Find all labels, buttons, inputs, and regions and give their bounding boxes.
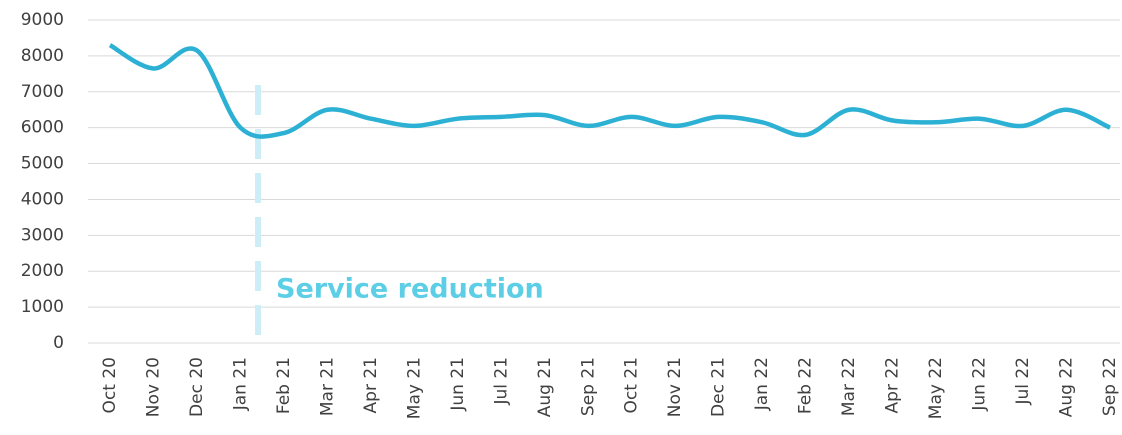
x-tick-label: Jul 22 — [1013, 357, 1033, 406]
y-tick-label: 7000 — [21, 82, 64, 102]
x-tick-label: Jun 22 — [970, 357, 990, 412]
line — [108, 43, 1111, 139]
x-tick-label: Aug 21 — [535, 357, 555, 417]
y-tick-label: 3000 — [21, 225, 64, 245]
x-tick-label: Dec 20 — [187, 357, 207, 417]
y-tick-label: 6000 — [21, 118, 64, 138]
x-tick-label: Apr 22 — [883, 357, 903, 413]
x-tick-label: Sep 22 — [1100, 357, 1120, 416]
x-tick-label: Aug 22 — [1057, 357, 1077, 417]
x-tick-label: Nov 20 — [143, 357, 163, 417]
x-tick-label: Nov 21 — [665, 357, 685, 417]
x-tick-label: Jan 21 — [230, 357, 250, 411]
x-tick-label: Dec 21 — [709, 357, 729, 417]
annotation: Service reduction — [276, 274, 544, 305]
x-tick-label: Oct 21 — [622, 357, 642, 413]
y-tick-label: 9000 — [21, 10, 64, 30]
x-tick-label: May 22 — [926, 357, 946, 419]
y-tick-label: 1000 — [21, 297, 64, 317]
x-tick-label: Mar 21 — [317, 357, 337, 416]
x-tick-label: Jan 22 — [752, 357, 772, 411]
x-tick-label: Sep 21 — [578, 357, 598, 416]
x-tick-label: Jul 21 — [491, 357, 511, 406]
x-tick-label: Oct 20 — [100, 357, 120, 413]
x-tick-label: Mar 22 — [839, 357, 859, 416]
y-tick-label: 4000 — [21, 189, 64, 209]
x-tick-label: Apr 21 — [361, 357, 381, 413]
x-tick-label: Jun 21 — [448, 357, 468, 412]
y-tick-label: 0 — [53, 333, 64, 353]
y-tick-label: 2000 — [21, 261, 64, 281]
y-tick-label: 8000 — [21, 46, 64, 66]
x-tick-label: May 21 — [404, 357, 424, 419]
x-tick-label: Feb 22 — [796, 357, 816, 414]
x-tick-label: Feb 21 — [274, 357, 294, 414]
y-tick-label: 5000 — [21, 154, 64, 174]
